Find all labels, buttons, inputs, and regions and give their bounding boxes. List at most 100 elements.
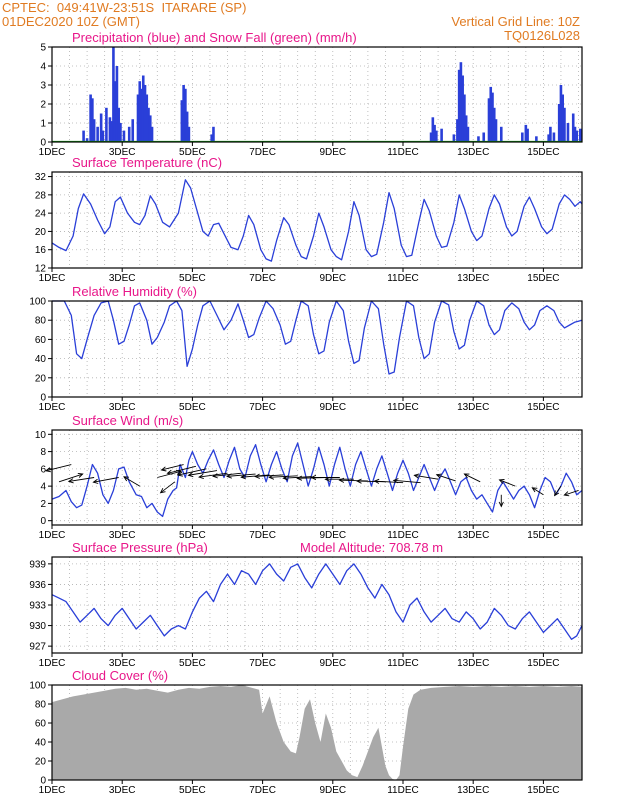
wind-vector-arrow xyxy=(212,472,242,479)
precip-bar xyxy=(566,123,570,142)
y-tick-label: 927 xyxy=(29,642,46,653)
precip-bar xyxy=(435,130,438,142)
wind-arrow-shaft xyxy=(393,479,421,484)
x-tick-label: 3DEC xyxy=(109,402,136,413)
precip-bar xyxy=(91,98,94,142)
wind-vector-arrow xyxy=(159,481,176,494)
wind-vector-arrow xyxy=(44,464,72,473)
x-tick-label: 1DEC xyxy=(39,785,66,796)
x-tick-label: 7DEC xyxy=(249,402,276,413)
wind-arrow-head xyxy=(198,473,204,480)
wind-vector-arrow xyxy=(554,485,562,497)
x-tick-label: 9DEC xyxy=(319,530,346,541)
panel-title: Precipitation (blue) and Snow Fall (gree… xyxy=(72,30,357,45)
wind-arrow-head xyxy=(282,475,289,481)
precip-bar xyxy=(140,88,143,142)
precip-bar xyxy=(108,117,112,142)
wind-arrow-head xyxy=(212,473,218,479)
y-tick-label: 933 xyxy=(29,601,46,612)
y-tick-label: 2 xyxy=(40,100,46,111)
wind-arrow-shaft xyxy=(499,479,516,487)
wind-vector-arrow xyxy=(123,476,140,487)
wind-arrow-head xyxy=(166,469,173,475)
panel-title: Surface Wind (m/s) xyxy=(72,413,183,428)
x-tick-label: 13DEC xyxy=(457,402,489,413)
humidity-series-line xyxy=(52,300,583,375)
wind-arrow-head xyxy=(187,472,194,478)
precip-bar xyxy=(85,138,89,142)
precip-bar xyxy=(117,107,120,142)
y-tick-label: 1 xyxy=(40,119,46,130)
precip-bar xyxy=(573,126,577,142)
wind-vector-arrow xyxy=(176,468,207,477)
precip-bar xyxy=(559,85,563,142)
precip-bar xyxy=(119,123,122,142)
y-tick-label: 939 xyxy=(29,559,46,570)
x-tick-label: 13DEC xyxy=(457,530,489,541)
panel-frame xyxy=(51,684,583,781)
y-tick-label: 0 xyxy=(40,138,46,149)
precip-bar xyxy=(184,88,187,142)
precip-bar xyxy=(89,94,92,142)
wind-vector-arrow xyxy=(498,479,516,487)
y-tick-label: 40 xyxy=(35,738,47,749)
x-tick-label: 13DEC xyxy=(457,785,489,796)
x-tick-label: 5DEC xyxy=(179,658,206,669)
y-tick-label: 936 xyxy=(29,580,46,591)
wind-arrow-shaft xyxy=(160,481,176,494)
wind-arrow-head xyxy=(531,487,538,493)
wind-vector-arrow xyxy=(166,465,197,475)
y-tick-label: 2 xyxy=(40,499,46,510)
wind-vector-arrow xyxy=(187,470,218,478)
precip-bar xyxy=(491,92,494,142)
wind-arrow-shaft xyxy=(123,476,140,487)
x-tick-label: 3DEC xyxy=(109,785,136,796)
panel-cloud: 0 20 40 60 80 100 1DEC 3DEC 5DEC 7DEC 9DEC 11DEC 13D… xyxy=(29,668,583,796)
y-tick-label: 100 xyxy=(29,681,46,692)
wind-arrow-head xyxy=(413,473,420,479)
x-tick-label: 13DEC xyxy=(457,147,489,158)
precip-bar xyxy=(487,98,491,142)
x-tick-label: 5DEC xyxy=(179,147,206,158)
precip-bar xyxy=(452,134,456,142)
precip-bar xyxy=(463,94,466,142)
wind-vector-arrow xyxy=(254,473,284,479)
x-tick-label: 5DEC xyxy=(179,785,206,796)
wind-arrow-head xyxy=(373,478,380,484)
y-tick-label: 8 xyxy=(40,447,46,458)
wind-arrow-head xyxy=(268,474,275,480)
x-tick-label: 1DEC xyxy=(39,147,66,158)
y-tick-label: 32 xyxy=(35,172,47,183)
precip-bar xyxy=(150,126,154,142)
wind-arrow-head xyxy=(67,478,74,484)
wind-vector-arrow xyxy=(324,476,354,482)
y-tick-label: 6 xyxy=(40,464,46,475)
y-tick-label: 24 xyxy=(35,209,47,220)
wind-vector-arrow xyxy=(58,472,84,483)
precip-bar xyxy=(131,119,135,142)
cloud-cover-area xyxy=(52,685,582,780)
panel-title: Relative Humidity (%) xyxy=(72,284,197,299)
wind-arrow-head xyxy=(226,473,232,479)
precip-bar xyxy=(526,128,529,142)
precip-bar xyxy=(494,119,498,142)
x-tick-label: 3DEC xyxy=(109,658,136,669)
precip-bar xyxy=(180,100,184,142)
precip-bar xyxy=(141,75,145,142)
wind-arrow-shaft xyxy=(213,472,242,477)
wind-arrow-head xyxy=(463,473,470,479)
x-tick-label: 5DEC xyxy=(179,402,206,413)
wind-vector-arrow xyxy=(92,477,119,484)
precip-bar xyxy=(578,128,582,142)
precip-bar xyxy=(477,136,480,142)
x-tick-label: 7DEC xyxy=(249,530,276,541)
precip-bar xyxy=(440,128,443,142)
wind-arrow-head xyxy=(77,472,84,478)
x-tick-label: 13DEC xyxy=(457,658,489,669)
x-tick-label: 3DEC xyxy=(109,273,136,284)
precip-bar xyxy=(182,85,185,142)
wind-vector-arrow xyxy=(435,473,456,482)
precip-bar xyxy=(433,124,436,142)
precip-bar xyxy=(99,113,103,142)
panel-frame xyxy=(51,429,583,526)
